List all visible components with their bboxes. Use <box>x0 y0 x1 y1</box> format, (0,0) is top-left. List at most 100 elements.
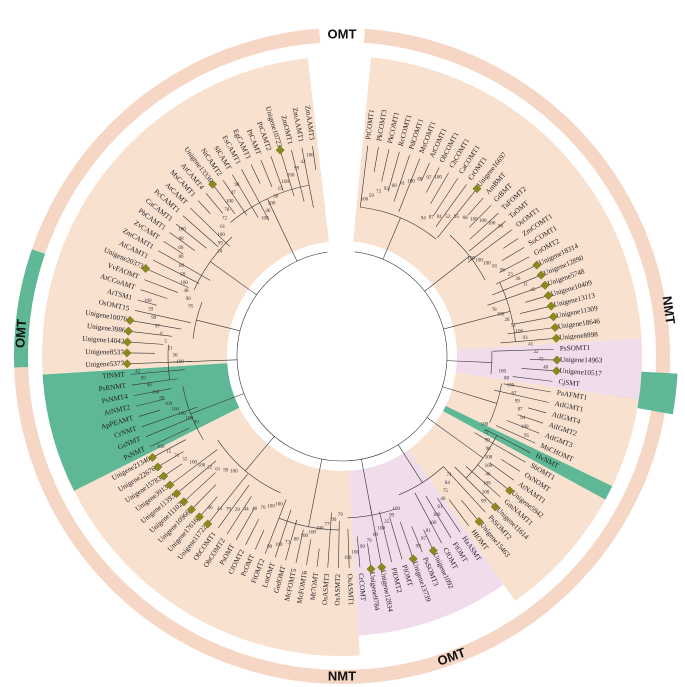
bootstrap-value: 100 <box>189 461 197 466</box>
bootstrap-value: 11 <box>523 282 528 287</box>
bootstrap-value: 68 <box>373 533 379 538</box>
bootstrap-value: 22 <box>533 350 539 355</box>
bootstrap-value: 100 <box>176 360 184 365</box>
branch-leaf-stem <box>485 429 531 454</box>
bootstrap-value: 100 <box>165 402 173 407</box>
branch-leaf-stem <box>291 150 305 202</box>
branch-backbone <box>236 251 448 462</box>
bootstrap-value: 68 <box>392 184 398 189</box>
unigene-diamond-marker <box>159 471 169 481</box>
branch-leaf-stem <box>133 388 172 396</box>
bootstrap-value: 84 <box>445 481 451 486</box>
bootstrap-value: 81 <box>492 265 498 270</box>
bootstrap-value: 100 <box>479 219 487 224</box>
unigene-diamond-marker <box>543 291 553 301</box>
clade-highlight-sectors <box>42 57 642 657</box>
leaf-label: Unigene14042 <box>82 335 125 346</box>
unigene-diamond-marker <box>408 554 418 564</box>
bootstrap-value: 100 <box>275 502 283 507</box>
bootstrap-value: 100 <box>407 179 415 184</box>
outer-ring-omt-segment <box>290 28 321 46</box>
bootstrap-value: 55 <box>183 458 189 463</box>
leaf-label: Unigene10517 <box>559 367 602 378</box>
bootstrap-value: 100 <box>157 445 165 450</box>
branch-leaf-stem <box>525 296 546 303</box>
branch-leaf-stem <box>169 232 196 251</box>
bootstrap-value: 100 <box>521 425 529 430</box>
unigene-diamond-marker <box>165 480 175 490</box>
bootstrap-value: 28 <box>505 318 511 323</box>
bootstrap-value: 99 <box>194 420 200 425</box>
sector-nmt-hvnmt <box>442 405 613 500</box>
branch-leaf-stem <box>209 473 248 522</box>
unigene-diamond-marker <box>490 502 500 512</box>
branch-leaf-stem <box>316 548 320 567</box>
branch-leaf-stem <box>503 238 519 249</box>
bootstrap-value: 51 <box>511 323 517 328</box>
branch-leaf-stem <box>217 484 250 529</box>
branch-leaf-stem <box>357 536 361 568</box>
branch-leaf-stem <box>465 466 501 498</box>
bootstrap-value: 79 <box>338 513 344 518</box>
branch-leaf-stem <box>264 499 287 554</box>
branch-clade-stem <box>190 393 245 415</box>
bootstrap-value: 100 <box>483 261 491 266</box>
bootstrap-value: 100 <box>429 521 437 526</box>
leaf-label: OsASMT3 <box>321 573 331 605</box>
branch-leaf-stem <box>437 190 476 238</box>
branch-clade-stem <box>210 261 257 296</box>
branch-leaf-stem <box>425 495 452 538</box>
leaf-label: TfNMT <box>102 371 126 381</box>
bootstrap-value: 46 <box>265 209 271 214</box>
bootstrap-value: 99 <box>294 167 300 172</box>
branch-leaf-stem <box>301 147 314 208</box>
branch-leaf-stem <box>145 416 194 437</box>
bootstrap-value: 100 <box>392 507 400 512</box>
branch-leaf-stem <box>487 285 543 306</box>
bootstrap-value: 95 <box>454 215 460 220</box>
bootstrap-value: 97 <box>155 324 161 329</box>
unigene-diamond-marker <box>153 462 163 472</box>
bootstrap-value: 99 <box>515 399 521 404</box>
bootstrap-value: 68 <box>463 216 469 221</box>
branch-leaf-stem <box>495 266 535 285</box>
bootstrap-value: 81 <box>437 215 443 220</box>
bootstrap-value: 24 <box>217 249 223 254</box>
branch-leaf-stem <box>426 167 440 193</box>
branch-leaf-stem <box>411 526 423 553</box>
bootstrap-value: 22 <box>207 466 213 471</box>
unigene-diamond-marker <box>428 546 438 556</box>
bootstrap-value: 100 <box>497 313 505 318</box>
bootstrap-value: 90 <box>498 224 504 229</box>
unigene-diamond-marker <box>377 562 387 572</box>
branch-leaf-stem <box>454 466 494 505</box>
branch-leaf-stem <box>132 320 182 330</box>
bootstrap-value: 99 <box>151 316 157 321</box>
branch-leaf-stem <box>359 145 369 208</box>
bootstrap-value: 96 <box>147 384 153 389</box>
bootstrap-value: 94 <box>421 216 427 221</box>
sector-omt-comt-clade <box>353 57 642 350</box>
branch-leaf-stem <box>387 151 400 192</box>
branch-leaf-stem <box>280 152 295 197</box>
branch-leaf-stem <box>506 420 540 434</box>
bootstrap-value: 100 <box>507 384 515 389</box>
branch-leaf-stem <box>182 215 219 248</box>
branch-leaf-stem <box>130 369 185 375</box>
bootstrap-value: 88 <box>504 376 510 381</box>
tree-branches <box>130 145 554 568</box>
branch-leaf-stem <box>142 406 198 427</box>
branch-clade-stem <box>446 360 492 363</box>
branch-leaf-stem <box>178 460 217 492</box>
bootstrap-value: 44 <box>217 507 223 512</box>
bootstrap-value: 99 <box>223 469 229 474</box>
branch-leaf-stem <box>214 186 236 215</box>
bootstrap-value: 36 <box>173 353 179 358</box>
bootstrap-value: 97 <box>426 176 432 181</box>
bootstrap-value: 80 <box>417 178 423 183</box>
bootstrap-value: 81 <box>426 529 432 534</box>
unigene-diamond-marker <box>186 505 196 514</box>
branch-leaf-stem <box>135 398 166 407</box>
bootstrap-value: 39 <box>148 308 154 313</box>
